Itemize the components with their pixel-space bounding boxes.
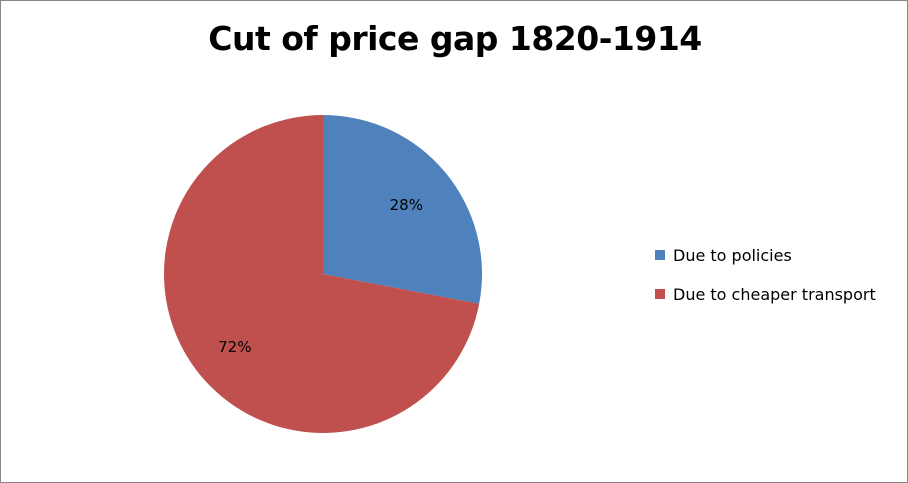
pie-slice-policies xyxy=(323,115,482,304)
legend-item-policies: Due to policies xyxy=(655,243,876,267)
legend-swatch-transport xyxy=(655,289,665,299)
chart-legend: Due to policies Due to cheaper transport xyxy=(655,243,876,321)
chart-title: Cut of price gap 1820-1914 xyxy=(208,19,702,58)
legend-label-policies: Due to policies xyxy=(673,245,792,265)
pie-slice-transport xyxy=(163,115,480,434)
legend-label-transport: Due to cheaper transport xyxy=(673,284,876,304)
data-label-transport: 72% xyxy=(218,338,251,356)
legend-item-transport: Due to cheaper transport xyxy=(655,282,876,306)
data-label-policies: 28% xyxy=(390,196,423,214)
legend-swatch-policies xyxy=(655,250,665,260)
